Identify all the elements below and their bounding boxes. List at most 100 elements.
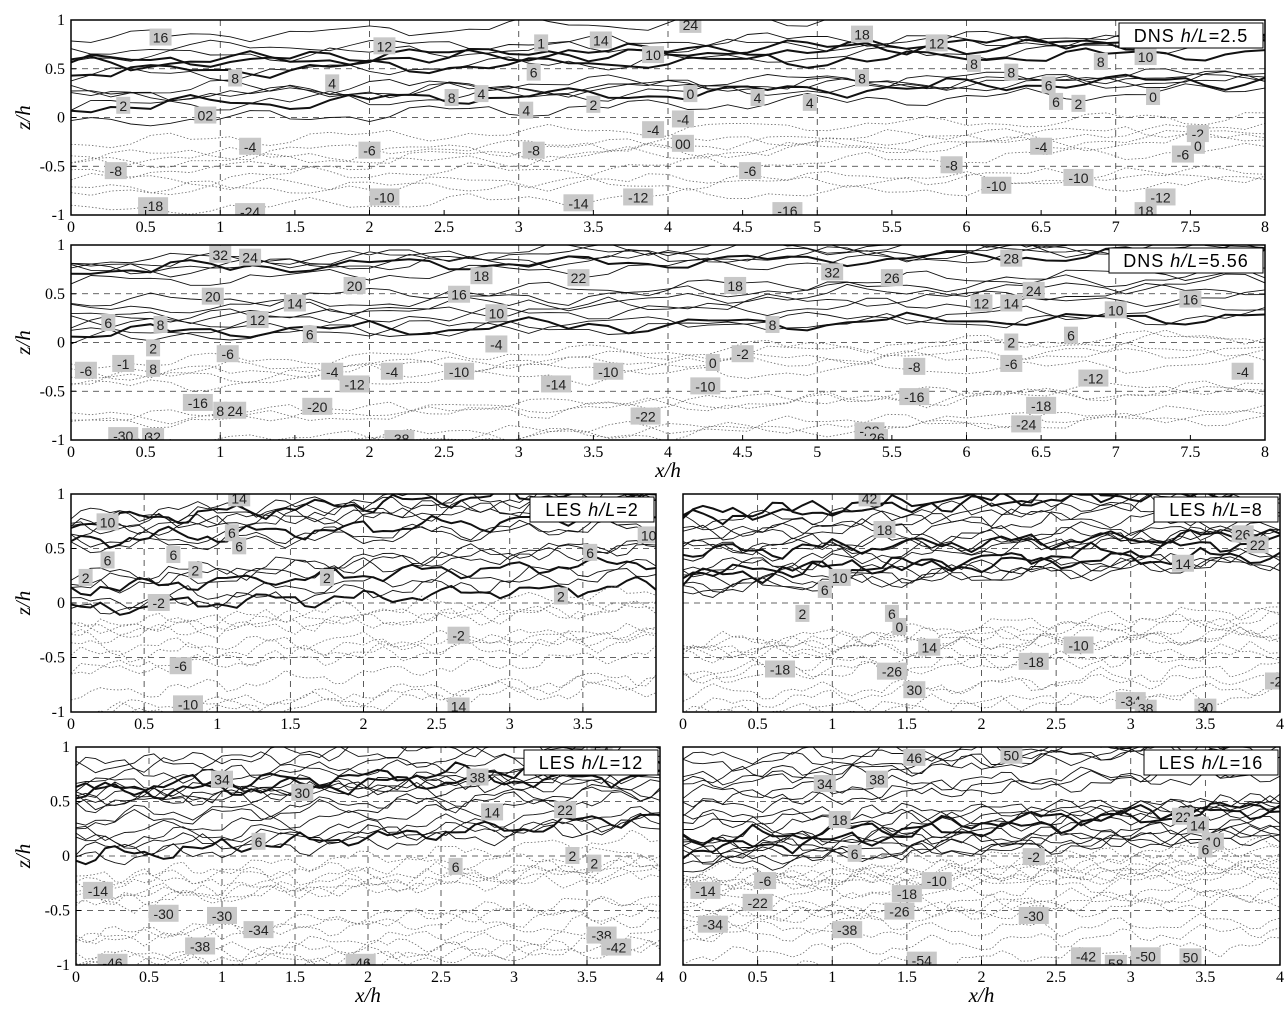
contour-label: 28 — [1003, 251, 1019, 267]
contour-label-bg — [1030, 137, 1053, 155]
contour-label-bg — [583, 543, 598, 561]
contour-label: -24 — [240, 204, 260, 220]
contour-label-bg — [1134, 699, 1157, 712]
contour-label-bg — [201, 287, 224, 305]
contour-label-bg — [1130, 947, 1161, 965]
y-tick-label: 1 — [62, 739, 70, 756]
contour-label: -46 — [102, 955, 122, 971]
x-tick-label: 4.5 — [733, 219, 753, 236]
contour-label: -10 — [374, 189, 394, 205]
contour-label: 14 — [451, 699, 467, 715]
contour-label-bg — [358, 141, 381, 159]
x-tick-label: 5 — [813, 444, 821, 461]
contour-line-negative — [683, 843, 1280, 879]
contour-line-negative — [683, 850, 1280, 886]
contour-label-bg — [447, 697, 470, 712]
contour-label-bg — [731, 345, 754, 363]
contour-label: 2 — [1007, 335, 1015, 351]
contour-line-negative — [683, 836, 1280, 891]
x-tick-label: 3 — [1127, 969, 1135, 986]
contour-line-positive — [71, 246, 1265, 275]
contour-label: 2 — [82, 570, 90, 586]
contour-label-bg — [146, 339, 161, 357]
contour-label: 8 — [1097, 54, 1105, 70]
contour-label: 10 — [832, 570, 848, 586]
contour-line-positive — [71, 28, 1265, 55]
x-tick-label: 1.5 — [897, 969, 917, 986]
contour-label-bg — [1198, 840, 1213, 858]
contour-label: 22 — [571, 270, 587, 286]
contour-label: 14 — [1190, 817, 1206, 833]
contour-line-positive — [71, 301, 1265, 342]
legend-box — [1118, 22, 1264, 49]
x-tick-label: 1.5 — [285, 444, 305, 461]
x-tick-label: 8 — [1261, 219, 1269, 236]
contour-label: 6 — [306, 327, 314, 343]
contour-line-negative — [81, 914, 660, 965]
y-tick-label: 0.5 — [50, 794, 70, 811]
contour-label: -10 — [695, 378, 715, 394]
contour-line-negative — [71, 634, 656, 674]
y-tick-label: -0.5 — [40, 383, 65, 400]
contour-label-bg — [224, 524, 239, 542]
contour-label-bg — [637, 526, 656, 544]
contour-line-negative — [76, 864, 660, 907]
contour-line-positive — [76, 784, 660, 826]
contour-line-negative — [683, 640, 1280, 683]
contour-label: 42 — [862, 490, 878, 506]
contour-label-bg — [1134, 48, 1157, 66]
contour-label: 8 — [231, 71, 239, 87]
contour-label: 6 — [851, 846, 859, 862]
contour-label: 32 — [212, 247, 228, 263]
contour-label: 16 — [451, 287, 467, 303]
contour-label-bg — [104, 162, 127, 180]
x-tick-label: 1 — [218, 969, 226, 986]
contour-line-positive — [683, 793, 1280, 828]
contour-label-bg — [903, 748, 926, 766]
contour-label-bg — [966, 54, 981, 72]
contour-line-negative — [76, 936, 660, 965]
contour-label: 26 — [869, 430, 885, 446]
x-tick-label: 7.5 — [1180, 219, 1200, 236]
x-tick-label: 3.5 — [583, 444, 603, 461]
y-tick-label: 1 — [57, 486, 65, 503]
y-tick-label: -0.5 — [45, 903, 70, 920]
y-tick-label: -1 — [52, 432, 65, 449]
contour-label: -26 — [889, 904, 909, 920]
contour-label: -4 — [677, 111, 690, 127]
contour-label-bg — [97, 953, 128, 965]
contour-label: 6 — [1045, 77, 1053, 93]
x-tick-label: 0.5 — [134, 716, 154, 733]
contour-label-bg — [623, 188, 654, 206]
contour-line-positive — [71, 47, 1265, 79]
contour-label: 1 — [537, 35, 545, 51]
contour-line-negative — [82, 405, 1265, 440]
contour-label: -18 — [770, 661, 790, 677]
contour-label: -2 — [153, 595, 166, 611]
contour-line-positive — [71, 283, 1265, 328]
x-tick-label: 2 — [364, 969, 372, 986]
contour-line-positive — [683, 494, 1200, 526]
contour-label-bg — [765, 315, 780, 333]
contour-label-bg — [873, 520, 896, 538]
contour-label: -4 — [386, 364, 399, 380]
contour-label: -38 — [389, 431, 409, 447]
contour-label: 6 — [235, 538, 243, 554]
contour-line-negative — [71, 602, 656, 644]
x-tick-label: 3.5 — [573, 716, 593, 733]
contour-label: -16 — [904, 389, 924, 405]
x-tick-label: 6 — [963, 219, 971, 236]
contour-label: 20 — [205, 289, 221, 305]
contour-label: 18 — [727, 278, 743, 294]
contour-label: 4 — [806, 95, 814, 111]
contour-label-bg — [1145, 188, 1176, 206]
contour-label-bg — [369, 188, 400, 206]
contour-line-positive — [71, 289, 1265, 329]
contour-label: -38 — [190, 938, 210, 954]
contour-label-bg — [817, 580, 832, 598]
panel-5: 5434303814226622-14-30-30-34-38-38-42-46… — [11, 739, 664, 1007]
contour-label-bg — [380, 362, 403, 380]
